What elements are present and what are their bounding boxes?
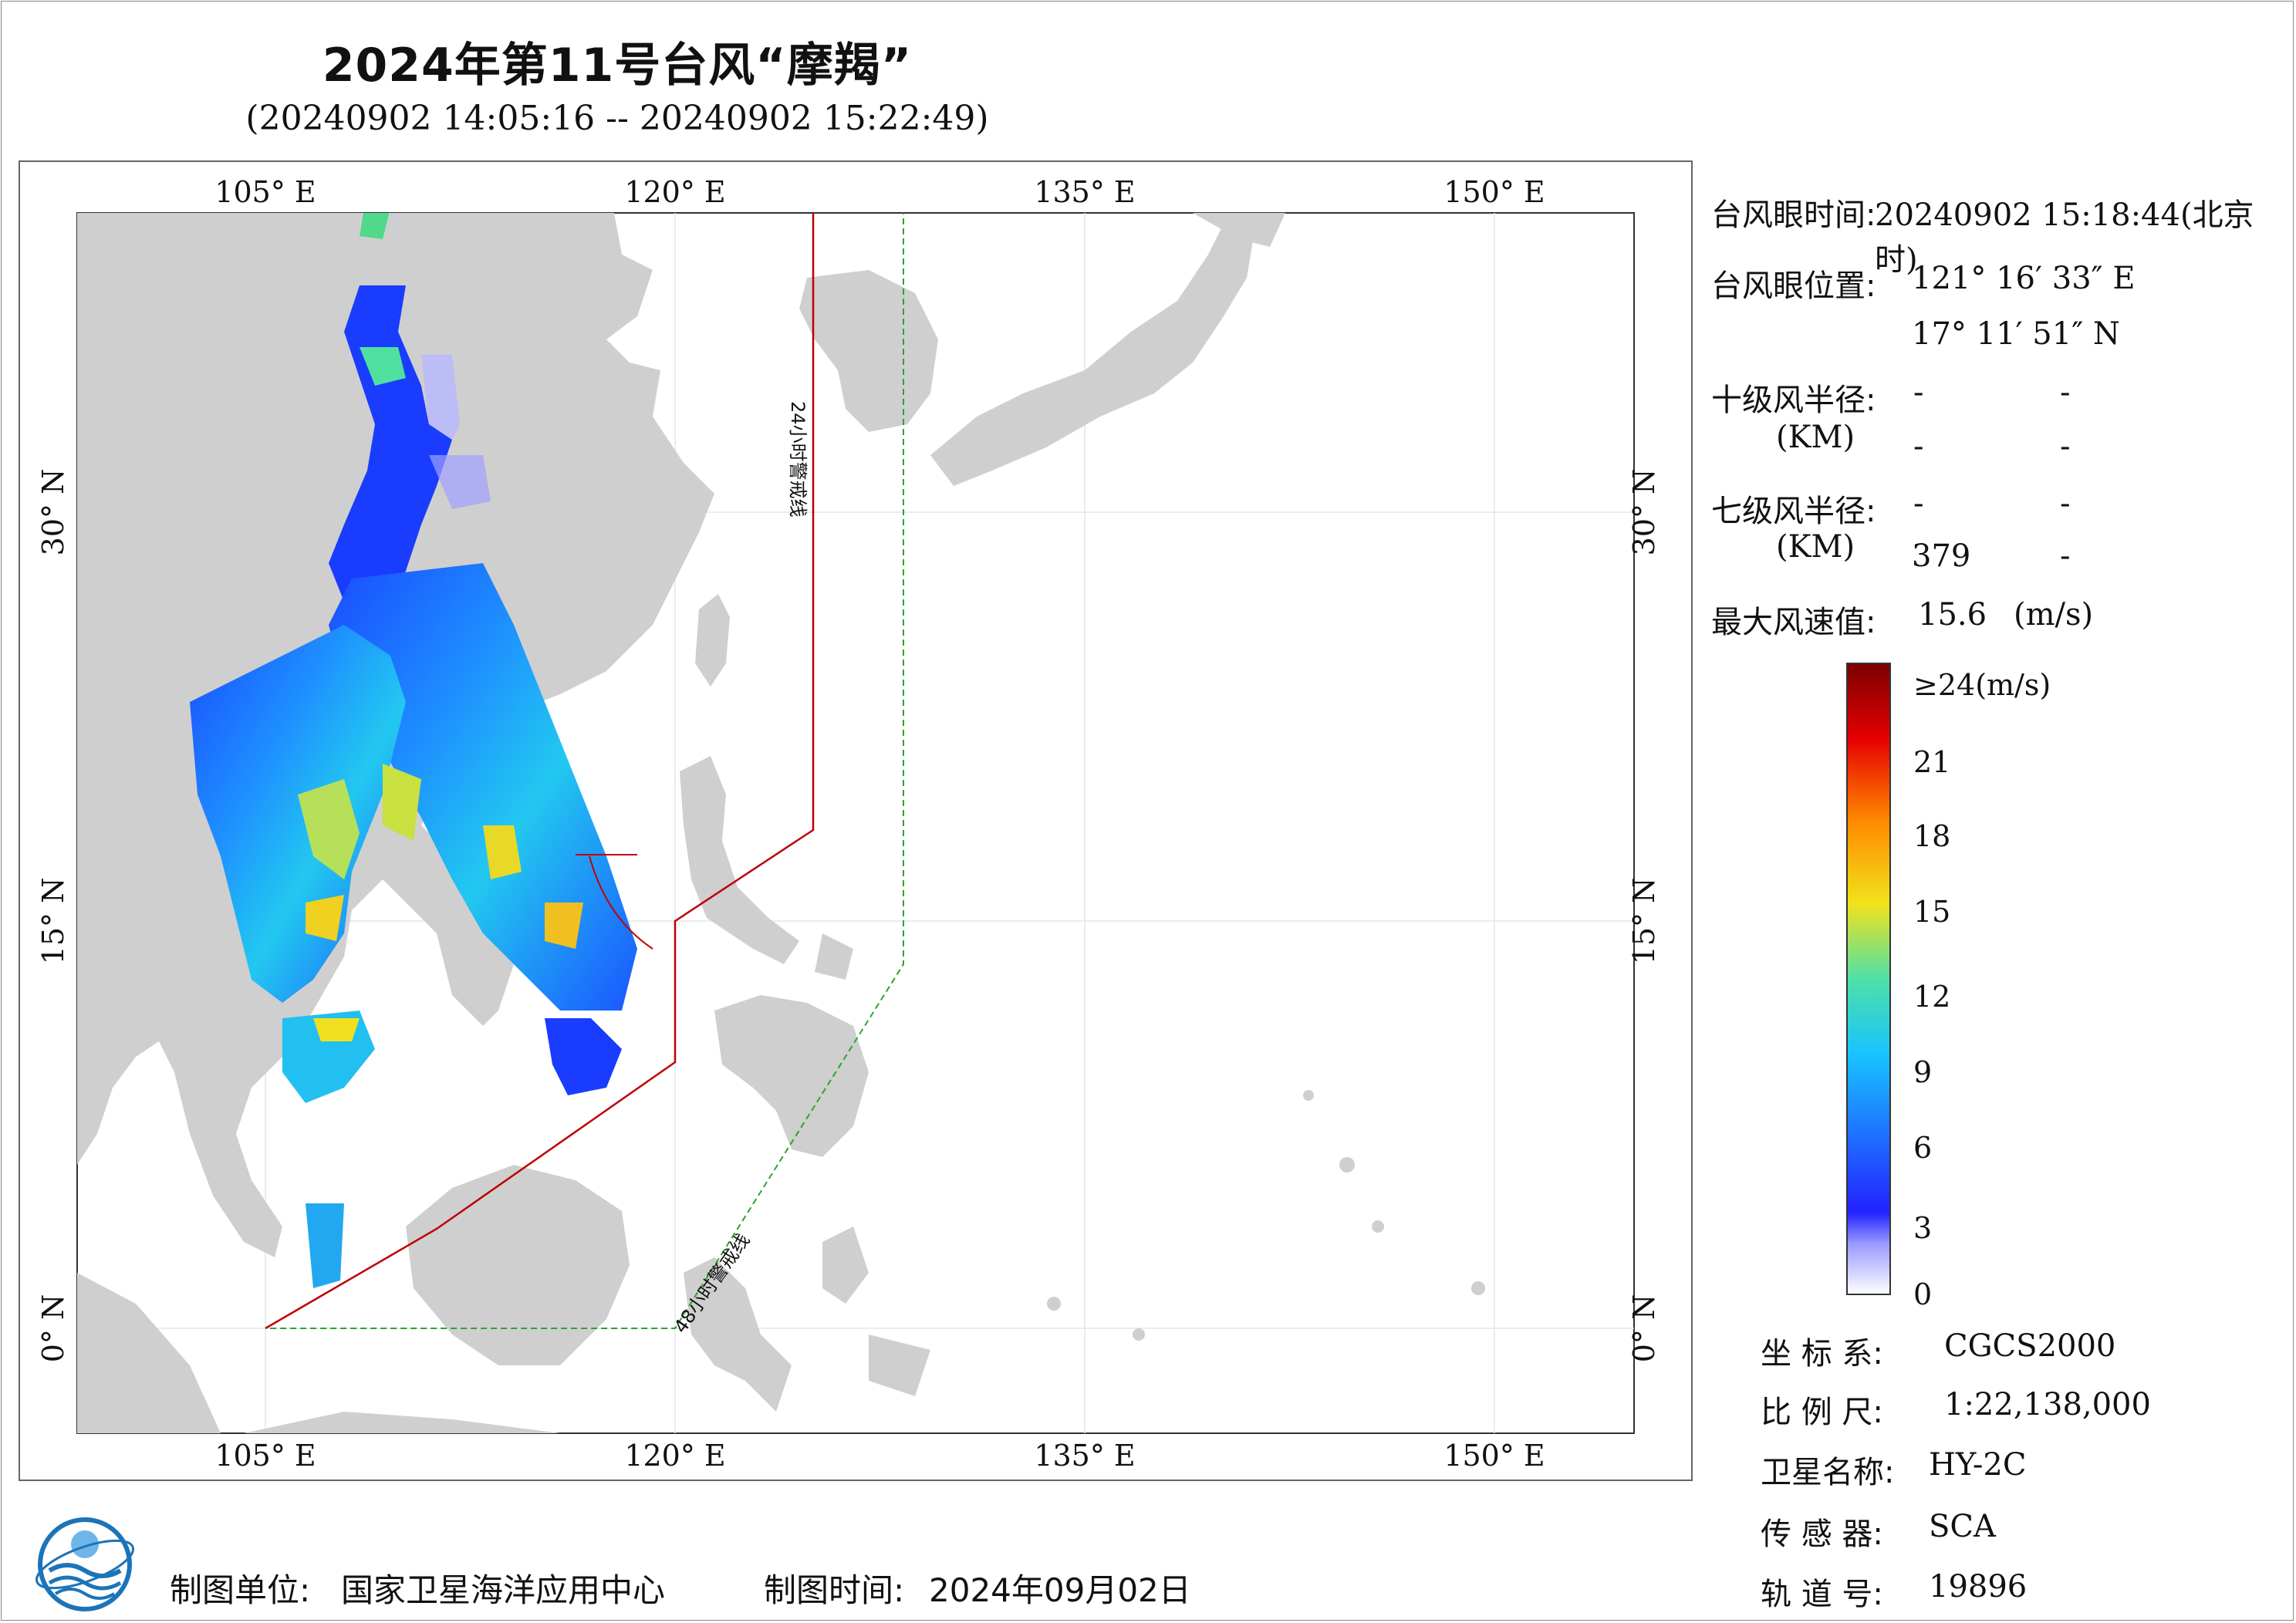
max-wind-label: 最大风速值:: [1711, 605, 1876, 640]
scale-value: 1:22,138,000: [1944, 1387, 2151, 1422]
footer-date-label: 制图时间:: [764, 1571, 905, 1609]
eye-lat: 17° 11′ 51″ N: [1912, 316, 2120, 352]
lon-label-bottom-150: 150° E: [1443, 1439, 1545, 1473]
lon-label-bottom-105: 105° E: [214, 1439, 316, 1473]
eye-pos-label: 台风眼位置:: [1711, 268, 1876, 304]
colorbar-tick-6: 6: [1913, 1131, 1933, 1165]
eye-lon: 121° 16′ 33″ E: [1912, 261, 2136, 296]
colorbar-tick-0: 0: [1913, 1277, 1933, 1311]
r10-unit: (KM): [1776, 420, 1855, 455]
lat-label-right-30: 30° N: [1627, 469, 1661, 556]
label-24h: 24小时警戒线: [787, 401, 809, 518]
r7-value-4: -: [2060, 538, 2071, 574]
r7-label: 七级风半径:: [1711, 494, 1876, 529]
r10-label: 十级风半径:: [1711, 383, 1876, 418]
scale-label: 比 例 尺:: [1761, 1395, 1883, 1430]
footer-unit-label: 制图单位:: [170, 1571, 311, 1609]
colorbar: [1846, 663, 1891, 1295]
typhoon-track: [589, 855, 653, 950]
colorbar-tick-9: 9: [1913, 1055, 1933, 1089]
map-title: 2024年第11号台风“摩羯”: [322, 39, 913, 93]
r10-value-1: -: [1913, 375, 1924, 410]
colorbar-ramp: [1846, 663, 1891, 1295]
lon-label-top-135: 135° E: [1034, 175, 1135, 209]
footer-date-value: 2024年09月02日: [929, 1571, 1191, 1609]
r7-value-3: 379: [1912, 538, 1971, 574]
colorbar-tick-12: 12: [1913, 980, 1951, 1014]
lon-label-top-150: 150° E: [1443, 175, 1545, 209]
lat-label-left-0: 0° N: [36, 1294, 70, 1363]
r7-unit: (KM): [1776, 529, 1855, 565]
lon-label-top-120: 120° E: [624, 175, 725, 209]
r10-value-3: -: [1913, 429, 1924, 464]
sensor-value: SCA: [1929, 1509, 1996, 1544]
lon-label-bottom-135: 135° E: [1034, 1439, 1135, 1473]
lat-label-right-0: 0° N: [1627, 1294, 1661, 1363]
lon-label-top-105: 105° E: [214, 175, 316, 209]
r7-value-2: -: [2060, 486, 2071, 521]
wind-swath: [190, 213, 637, 1288]
map-subtitle: (20240902 14:05:16 -- 20240902 15:22:49): [245, 99, 989, 138]
sensor-label: 传 感 器:: [1761, 1517, 1883, 1552]
lat-label-right-15: 15° N: [1627, 878, 1661, 965]
r10-value-4: -: [2060, 429, 2071, 464]
colorbar-tick-18: 18: [1913, 819, 1951, 853]
satellite-value: HY-2C: [1929, 1447, 2027, 1483]
r7-value-1: -: [1913, 486, 1924, 521]
nsoas-logo-icon: [35, 1517, 134, 1611]
orbit-value: 19896: [1929, 1569, 2028, 1604]
eye-time-value: 20240902 15:18:44(北京时): [1875, 197, 2254, 278]
crs-value: CGCS2000: [1944, 1328, 2116, 1364]
max-wind-value: 15.6: [1918, 597, 1987, 633]
r10-value-2: -: [2060, 375, 2071, 410]
colorbar-tick-24: ≥24(m/s): [1913, 668, 2051, 702]
colorbar-tick-21: 21: [1913, 745, 1951, 779]
map-canvas[interactable]: 24小时警戒线 48小时警戒线 105° E 120° E 135° E 150…: [20, 162, 1691, 1480]
eye-time-label: 台风眼时间:: [1711, 197, 1876, 233]
colorbar-tick-3: 3: [1913, 1211, 1933, 1245]
crs-label: 坐 标 系:: [1761, 1336, 1883, 1372]
lon-label-bottom-120: 120° E: [624, 1439, 725, 1473]
warning-line-24h: [265, 213, 815, 1330]
max-wind-unit: (m/s): [2014, 597, 2094, 633]
orbit-label: 轨 道 号:: [1761, 1577, 1883, 1612]
satellite-label: 卫星名称:: [1761, 1455, 1895, 1490]
lat-label-left-15: 15° N: [36, 878, 70, 965]
footer-unit-value: 国家卫星海洋应用中心: [341, 1571, 666, 1609]
map-frame[interactable]: 24小时警戒线 48小时警戒线 105° E 120° E 135° E 150…: [19, 160, 1693, 1481]
lat-label-left-30: 30° N: [36, 469, 70, 556]
colorbar-tick-15: 15: [1913, 895, 1951, 929]
